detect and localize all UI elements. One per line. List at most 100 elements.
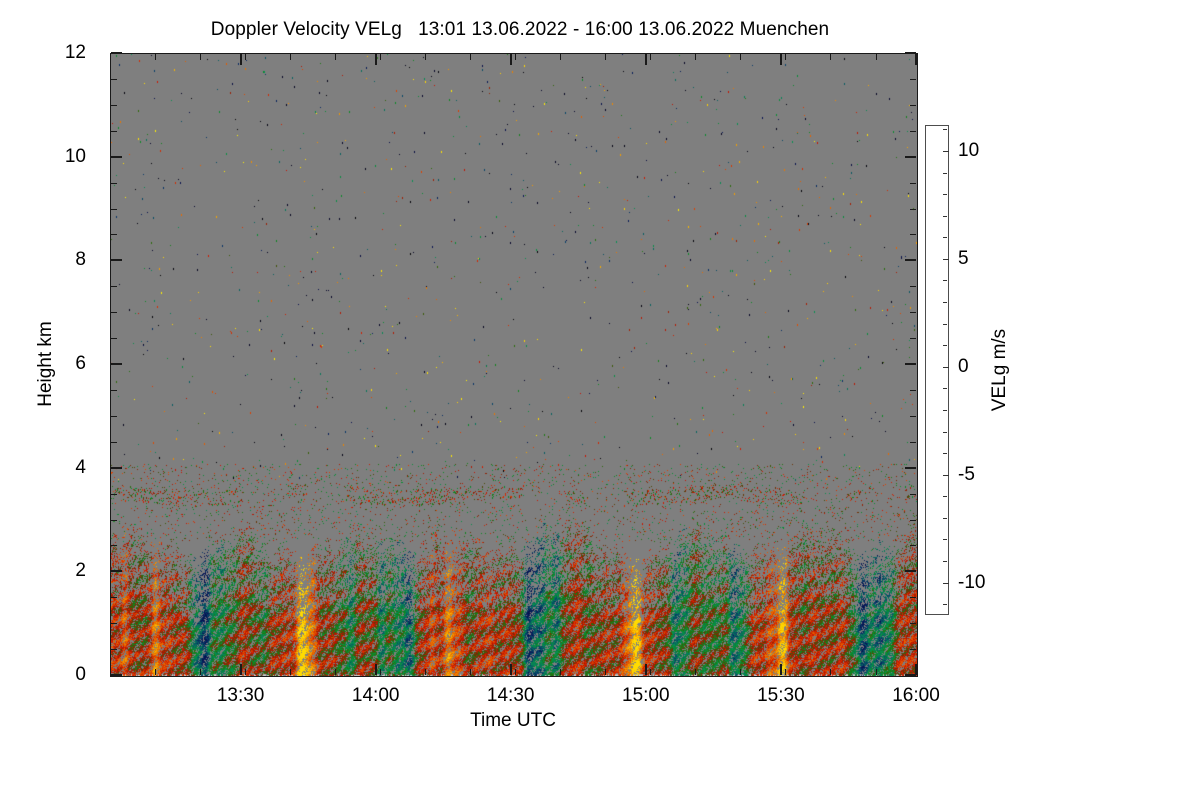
y-tick-major-right [905,155,916,158]
x-tick-minor [380,669,382,675]
y-tick-major-right [905,259,916,262]
x-tick-minor [605,669,607,675]
y-tick-minor-right [910,234,916,236]
colorbar-minor-tick [943,453,947,455]
y-tick-major [111,363,122,365]
y-tick-minor-right [910,78,916,80]
x-tick-label: 15:00 [622,685,670,706]
y-tick-label: 6 [75,353,86,374]
y-tick-minor [111,286,117,288]
y-tick-label: 12 [64,42,86,63]
y-tick-label: 10 [64,145,86,167]
y-tick-minor [111,312,117,314]
y-tick-minor-right [910,519,916,521]
y-tick-minor-right [910,208,916,210]
colorbar-minor-tick [943,323,947,325]
colorbar-tick-label: 5 [958,247,969,269]
y-tick-major [111,466,122,469]
x-tick-minor [155,669,156,675]
x-tick-major [374,664,377,675]
y-tick-major [111,259,122,262]
x-tick-minor-top [335,54,337,60]
y-tick-label: 4 [75,456,86,478]
y-tick-minor [111,493,117,495]
x-tick-minor-top [830,54,832,60]
y-tick-minor [111,389,117,391]
y-axis: 0 2 4 6 8 10 12 [0,0,100,800]
colorbar-tick [943,150,949,152]
colorbar-tick [943,474,949,476]
x-tick-major-top [915,54,917,65]
y-tick-minor-right [910,286,916,288]
y-tick-major-right [905,363,916,365]
y-axis-title: Height km [35,321,56,407]
colorbar-minor-tick [943,496,947,498]
x-tick-major [509,664,512,675]
y-tick-minor [111,338,117,340]
x-tick-minor [335,669,337,675]
colorbar-minor-tick [943,561,947,562]
x-tick-minor-top [875,54,877,60]
x-tick-minor [830,669,832,675]
colorbar-tick-label: -5 [958,463,975,485]
y-tick-minor [111,545,117,547]
y-tick-minor [111,415,117,417]
x-tick-minor-top [650,54,652,60]
x-tick-major-top [509,54,512,65]
y-tick-label: 2 [75,560,86,582]
y-tick-minor [111,234,117,236]
y-tick-minor-right [910,415,916,417]
x-tick-minor [470,669,472,675]
colorbar-minor-tick [943,517,947,519]
plot-area [110,53,918,677]
y-tick-minor-right [910,130,916,132]
colorbar-tick-label: 0 [958,355,969,377]
x-tick-label: 16:00 [892,685,940,706]
y-tick-minor [111,182,117,184]
x-tick-minor-top [695,54,697,60]
colorbar-title: VELg m/s [989,328,1010,412]
x-tick-minor-top [200,54,201,60]
y-tick-minor-right [910,441,916,443]
x-tick-minor [560,669,562,675]
colorbar-minor-tick [943,194,947,196]
x-tick-major [644,664,647,675]
y-tick-minor [111,519,117,521]
colorbar-tick [943,366,949,368]
x-tick-major [779,664,782,675]
colorbar-minor-tick [943,172,947,174]
y-tick-major [111,52,122,54]
y-tick-minor-right [910,597,916,599]
y-tick-major-right [905,570,916,573]
colorbar-tick-label: -10 [958,571,986,593]
x-tick-minor [650,669,652,675]
y-tick-minor-right [910,389,916,391]
x-tick-minor-top [605,54,607,60]
y-tick-minor-right [910,338,916,340]
x-tick-minor [290,669,292,675]
y-tick-minor-right [910,545,916,547]
x-tick-minor [245,669,247,675]
x-tick-minor [425,669,427,675]
colorbar-tick [943,582,949,584]
x-tick-minor-top [425,54,427,60]
y-tick-minor [111,130,117,132]
x-tick-major [915,664,917,675]
y-tick-major-right [905,466,916,469]
y-tick-minor [111,597,117,599]
y-tick-minor-right [910,104,916,106]
x-tick-label: 13:30 [216,685,265,706]
page-title: Doppler Velocity VELg 13:01 13.06.2022 -… [210,19,830,40]
y-tick-minor [111,104,117,106]
x-axis-title: Time UTC [470,710,556,731]
colorbar-minor-tick [943,237,947,239]
x-tick-minor-top [245,54,247,60]
x-tick-major-top [644,54,647,65]
x-tick-minor [515,669,517,675]
y-tick-major [111,155,122,158]
x-tick-label: 15:30 [757,685,805,706]
x-tick-minor [200,669,201,675]
colorbar-minor-tick [943,604,947,606]
y-tick-minor-right [910,182,916,184]
